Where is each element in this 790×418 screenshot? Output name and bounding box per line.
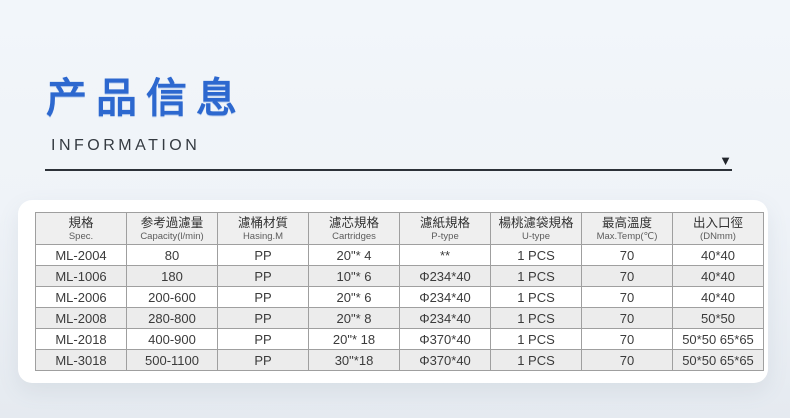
table-cell: PP [217, 307, 309, 329]
column-label-zh: 濾芯規格 [328, 215, 379, 230]
column-label-zh: 楊桃濾袋規格 [498, 215, 574, 230]
table-cell: 70 [581, 349, 673, 371]
page-subtitle: INFORMATION [51, 137, 201, 154]
product-table-card: 規格 Spec. 参考過濾量 Capacity(l/min) 濾桶材質 Hasing.M 濾… [18, 200, 768, 383]
table-header: 規格 Spec. 参考過濾量 Capacity(l/min) 濾桶材質 Hasing.M 濾… [35, 212, 764, 245]
column-label-zh: 濾桶材質 [237, 215, 288, 230]
column-header: 楊桃濾袋規格 U-type [490, 212, 582, 245]
table-cell: PP [217, 349, 309, 371]
column-label-zh: 参考過濾量 [140, 215, 204, 230]
table-cell: 1 PCS [490, 244, 582, 266]
table-cell: ** [399, 244, 491, 266]
table-cell: ML-2008 [35, 307, 127, 329]
table-cell: ML-2004 [35, 244, 127, 266]
column-label-en: Cartridges [332, 230, 376, 242]
table-cell: 1 PCS [490, 328, 582, 350]
table-cell: Φ234*40 [399, 307, 491, 329]
table-cell: 280-800 [126, 307, 218, 329]
table-cell: Φ234*40 [399, 286, 491, 308]
table-cell: 40*40 [672, 286, 764, 308]
column-header: 出入口徑 (DNmm) [672, 212, 764, 245]
table-cell: ML-3018 [35, 349, 127, 371]
table-cell: 20"* 4 [308, 244, 400, 266]
table-cell: PP [217, 328, 309, 350]
table-cell: 200-600 [126, 286, 218, 308]
table-cell: ML-1006 [35, 265, 127, 287]
table-cell: 1 PCS [490, 307, 582, 329]
table-cell: ML-2006 [35, 286, 127, 308]
column-label-zh: 出入口徑 [692, 215, 743, 230]
table-cell: 50*50 [672, 307, 764, 329]
table-row: ML-2008 280-800 PP 20"* 8 Φ234*40 1 PCS 70 50*5… [35, 307, 764, 329]
table-cell: Φ234*40 [399, 265, 491, 287]
table-cell: 10"* 6 [308, 265, 400, 287]
column-label-zh: 規格 [68, 215, 94, 230]
table-row: ML-1006 180 PP 10"* 6 Φ234*40 1 PCS 70 40*40 [35, 265, 764, 287]
table-cell: 50*50 65*65 [672, 349, 764, 371]
table-body: ML-2004 80 PP 20"* 4 ** 1 PCS 70 40*40 ML-1006 18… [35, 244, 764, 371]
table-row: ML-3018 500-1100 PP 30"*18 Φ370*40 1 PCS 70 50*… [35, 349, 764, 371]
column-header: 濾紙規格 P-type [399, 212, 491, 245]
table-cell: 1 PCS [490, 286, 582, 308]
column-label-en: (DNmm) [700, 230, 736, 242]
column-header: 最高溫度 Max.Temp(℃) [581, 212, 673, 245]
table-cell: 70 [581, 307, 673, 329]
column-label-zh: 濾紙規格 [419, 215, 470, 230]
table-cell: 50*50 65*65 [672, 328, 764, 350]
table-cell: Φ370*40 [399, 328, 491, 350]
table-cell: 70 [581, 328, 673, 350]
table-cell: 70 [581, 286, 673, 308]
table-cell: 20"* 6 [308, 286, 400, 308]
table-cell: PP [217, 286, 309, 308]
column-label-en: Capacity(l/min) [140, 230, 204, 242]
column-label-zh: 最高溫度 [601, 215, 652, 230]
table-cell: 30"*18 [308, 349, 400, 371]
column-label-en: U-type [522, 230, 550, 242]
page-title: 产品信息 [46, 75, 246, 121]
table-cell: 20"* 18 [308, 328, 400, 350]
chevron-down-icon: ▼ [719, 153, 732, 168]
table-cell: 1 PCS [490, 349, 582, 371]
table-cell: PP [217, 244, 309, 266]
column-header: 規格 Spec. [35, 212, 127, 245]
divider-line: ▼ [45, 154, 732, 171]
table-cell: 70 [581, 265, 673, 287]
table-cell: 80 [126, 244, 218, 266]
table-cell: ML-2018 [35, 328, 127, 350]
table-row: ML-2004 80 PP 20"* 4 ** 1 PCS 70 40*40 [35, 244, 764, 266]
table-cell: 180 [126, 265, 218, 287]
table-cell: 70 [581, 244, 673, 266]
table-row: ML-2018 400-900 PP 20"* 18 Φ370*40 1 PCS 70 50*… [35, 328, 764, 350]
table-cell: PP [217, 265, 309, 287]
column-label-en: Spec. [68, 230, 94, 242]
column-label-en: Max.Temp(℃) [596, 230, 658, 242]
table-header-row: 規格 Spec. 参考過濾量 Capacity(l/min) 濾桶材質 Hasing.M 濾… [35, 212, 764, 245]
column-label-en: P-type [431, 230, 459, 242]
table-cell: 40*40 [672, 265, 764, 287]
column-header: 参考過濾量 Capacity(l/min) [126, 212, 218, 245]
table-cell: 40*40 [672, 244, 764, 266]
table-cell: 400-900 [126, 328, 218, 350]
table-cell: 20"* 8 [308, 307, 400, 329]
table-cell: 500-1100 [126, 349, 218, 371]
table-cell: 1 PCS [490, 265, 582, 287]
column-label-en: Hasing.M [242, 230, 284, 242]
table-cell: Φ370*40 [399, 349, 491, 371]
table-row: ML-2006 200-600 PP 20"* 6 Φ234*40 1 PCS 70 40*4… [35, 286, 764, 308]
column-header: 濾桶材質 Hasing.M [217, 212, 309, 245]
product-spec-table: 規格 Spec. 参考過濾量 Capacity(l/min) 濾桶材質 Hasing.M 濾… [35, 212, 764, 371]
column-header: 濾芯規格 Cartridges [308, 212, 400, 245]
